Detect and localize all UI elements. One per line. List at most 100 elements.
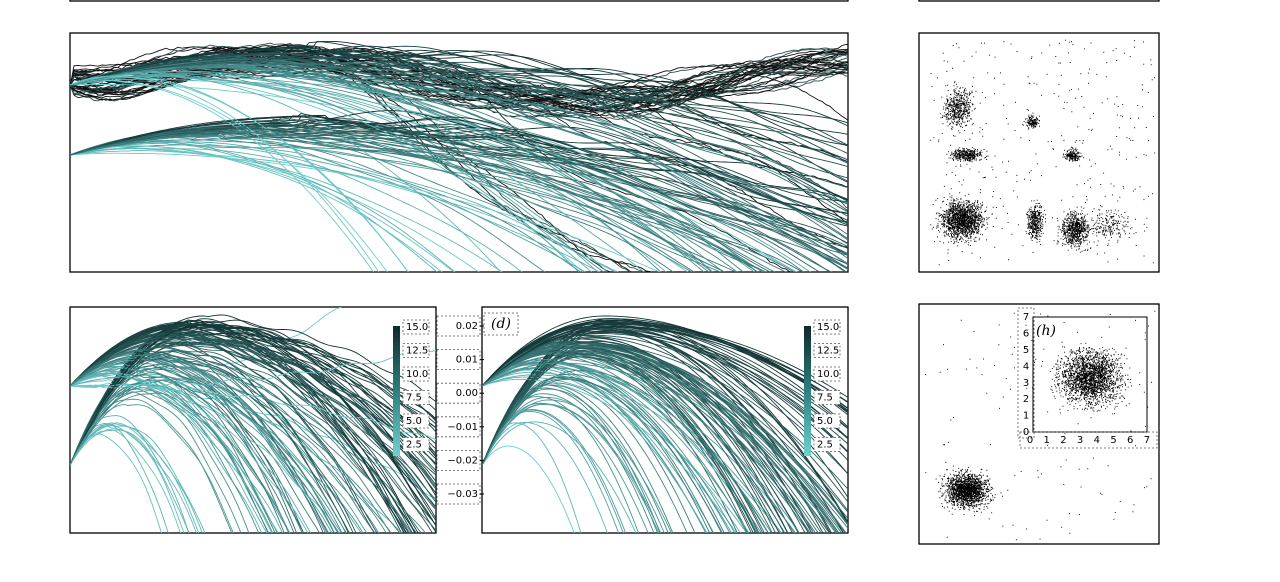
inset-x-tick-label: 0 [1027,435,1033,446]
scatter-points [925,310,1156,541]
trajectory [482,373,725,533]
trajectory [482,344,847,533]
trajectory [70,152,661,272]
inset-y-tick-label: 7 [1023,312,1029,323]
trajectory [70,331,436,522]
trajectory [70,365,291,533]
trajectory [70,132,768,272]
trajectory [70,45,848,146]
trajectory [70,384,436,441]
trajectory [70,366,343,533]
trajectory [482,347,830,533]
panel-frame [69,0,849,2]
trajectory [70,338,436,500]
trajectory [70,53,848,179]
trajectory [482,347,838,533]
trajectory [482,421,637,533]
trajectory [70,379,303,533]
panel-label: (d) [491,316,511,332]
trajectory [70,321,436,433]
trajectory [70,356,348,533]
inset-y-tick-label: 3 [1023,378,1029,389]
tick-box [813,437,841,452]
trajectory [70,349,401,533]
trajectory [482,359,731,533]
curve-group [70,307,436,533]
trajectory [70,323,436,497]
trajectory [482,326,848,403]
inset-x-tick-label: 2 [1060,435,1066,446]
plot-layer [70,39,1156,541]
panel-frame [918,0,1160,2]
trajectory [70,379,321,533]
inset-y-axis-box [1017,307,1035,439]
trajectory [70,323,436,458]
panel-frame [918,303,1160,545]
trajectory [70,359,387,533]
trajectory [70,404,234,533]
axis-tick-label: 0.00 [456,388,478,399]
inset-x-tick-label: 6 [1127,435,1133,446]
trajectory [70,387,260,533]
trajectory [482,342,848,526]
trajectory [482,376,748,533]
trajectory [70,422,200,533]
trajectory [70,78,798,272]
trajectory [70,333,436,466]
trajectory [70,62,848,118]
trajectory [70,147,601,272]
inset-y-tick-label: 2 [1023,394,1029,405]
trajectory [482,319,848,412]
colorbar-tick-label: 15.0 [817,322,839,333]
label-box [483,312,519,336]
panel-label: (h) [1036,323,1056,339]
colorbar-tick-label: 5.0 [406,416,422,427]
tick-box [402,343,430,358]
trajectory [482,361,762,533]
trajectory [70,60,848,241]
trajectory [482,384,674,533]
trajectory [70,332,433,533]
inset-x-tick-label: 5 [1110,435,1116,446]
trajectory [70,144,767,272]
trajectory [70,83,798,272]
trajectory [70,70,667,272]
trajectory [70,124,772,272]
trajectory [482,421,608,533]
trajectory [70,71,848,204]
colorbar-tick-label: 10.0 [817,369,839,380]
inset-x-tick-label: 1 [1044,435,1050,446]
trajectory [70,113,848,222]
scatter-points [930,39,1156,266]
trajectory [70,425,203,533]
trajectory [70,373,309,533]
trajectory [482,364,707,533]
trajectory [70,135,787,272]
trajectory [482,369,708,533]
inset-x-tick-label: 7 [1144,435,1150,446]
trajectory [482,378,723,533]
trajectory [482,403,662,533]
tick-box [813,366,841,382]
trajectory [482,341,777,533]
trajectory [70,131,695,272]
trajectory [70,58,848,217]
inset-y-tick-label: 0 [1023,427,1029,438]
trajectory [482,410,620,533]
tick-box [813,413,841,429]
tick-box [813,319,841,335]
axis-tick-label: 0.01 [456,355,478,366]
trajectory [482,358,800,533]
trajectory [70,367,312,533]
trajectory [70,145,455,272]
tick-box [402,366,430,382]
trajectory [70,138,693,272]
inset-y-tick-label: 4 [1023,361,1029,372]
trajectory [482,315,848,428]
trajectory [70,142,617,272]
tick-box [402,413,430,429]
trajectory [482,326,848,409]
colorbar-tick-label: 7.5 [817,393,833,404]
trajectory [70,55,848,164]
colorbar-tick-label: 15.0 [406,322,428,333]
